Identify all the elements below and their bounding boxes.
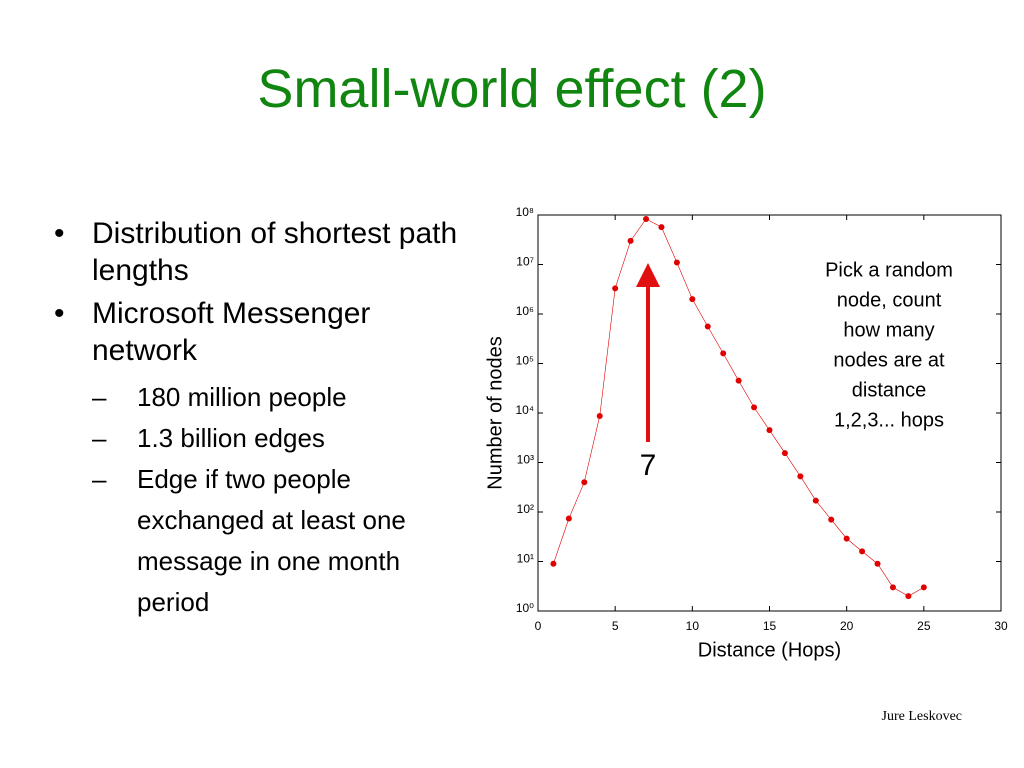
y-tick-label: 10⁷ — [516, 255, 534, 269]
data-point — [612, 285, 619, 292]
bullet-text: Distribution of shortest path lengths — [92, 217, 458, 287]
x-tick-label: 10 — [686, 619, 700, 633]
data-point — [859, 548, 866, 555]
annotation: nodes are at — [833, 349, 945, 371]
x-tick-label: 0 — [535, 619, 542, 633]
data-point — [843, 535, 850, 542]
data-point — [689, 296, 696, 303]
x-axis-label: Distance (Hops) — [698, 639, 841, 661]
data-point — [704, 323, 711, 330]
y-tick-label: 10² — [517, 502, 534, 516]
sub-list: 180 million people 1.3 billion edges Edge … — [92, 377, 467, 623]
data-point — [643, 216, 650, 223]
x-tick-label: 5 — [612, 619, 619, 633]
sub-bullet-text: 180 million people — [137, 382, 347, 412]
y-tick-label: 10⁶ — [516, 304, 534, 318]
sub-bullet-text: Edge if two people exchanged at least on… — [137, 464, 406, 617]
data-point — [828, 516, 835, 523]
y-tick-label: 10⁰ — [516, 601, 534, 615]
data-point — [920, 584, 927, 591]
x-tick-label: 25 — [917, 619, 931, 633]
data-point — [905, 593, 912, 600]
y-tick-label: 10⁸ — [516, 205, 534, 219]
data-point — [550, 560, 557, 567]
bullet-text: Microsoft Messenger network — [92, 297, 371, 367]
annotation: 1,2,3... hops — [834, 409, 944, 431]
data-point — [751, 404, 758, 411]
data-point — [581, 479, 588, 486]
y-tick-label: 10³ — [517, 453, 534, 467]
y-axis-label: Number of nodes — [484, 336, 506, 489]
x-tick-label: 30 — [994, 619, 1008, 633]
footer: Jure Leskovec — [881, 709, 962, 724]
annotation: how many — [843, 319, 934, 341]
sub-bullet: 1.3 billion edges — [92, 418, 457, 459]
data-point — [673, 259, 680, 266]
data-point — [565, 515, 572, 522]
data-point — [735, 377, 742, 384]
data-point — [596, 412, 603, 419]
y-tick-label: 10¹ — [517, 552, 534, 566]
annotation: node, count — [837, 289, 942, 311]
data-point — [874, 560, 881, 567]
bullet-list: Distribution of shortest path lengths Mic… — [52, 215, 472, 629]
sub-bullet-text: 1.3 billion edges — [137, 423, 325, 453]
sub-bullet: 180 million people — [92, 377, 457, 418]
y-tick-label: 10⁴ — [515, 403, 534, 417]
x-tick-label: 20 — [840, 619, 854, 633]
bullet: Microsoft Messenger network 180 million p… — [52, 295, 467, 623]
annotation: distance — [852, 379, 927, 401]
slide-title: Small-world effect (2) — [257, 59, 767, 119]
data-point — [627, 237, 634, 244]
x-tick-label: 15 — [763, 619, 777, 633]
bullet: Distribution of shortest path lengths — [52, 215, 467, 289]
data-point — [812, 497, 819, 504]
data-point — [658, 224, 665, 231]
annotation: Pick a random — [825, 259, 953, 281]
data-point — [766, 427, 773, 434]
y-tick-label: 10⁵ — [516, 354, 534, 368]
data-point — [797, 473, 804, 480]
sub-bullet: Edge if two people exchanged at least on… — [92, 459, 457, 623]
data-point — [889, 584, 896, 591]
data-point — [781, 450, 788, 457]
data-point — [720, 350, 727, 357]
arrow-label: 7 — [640, 449, 657, 482]
